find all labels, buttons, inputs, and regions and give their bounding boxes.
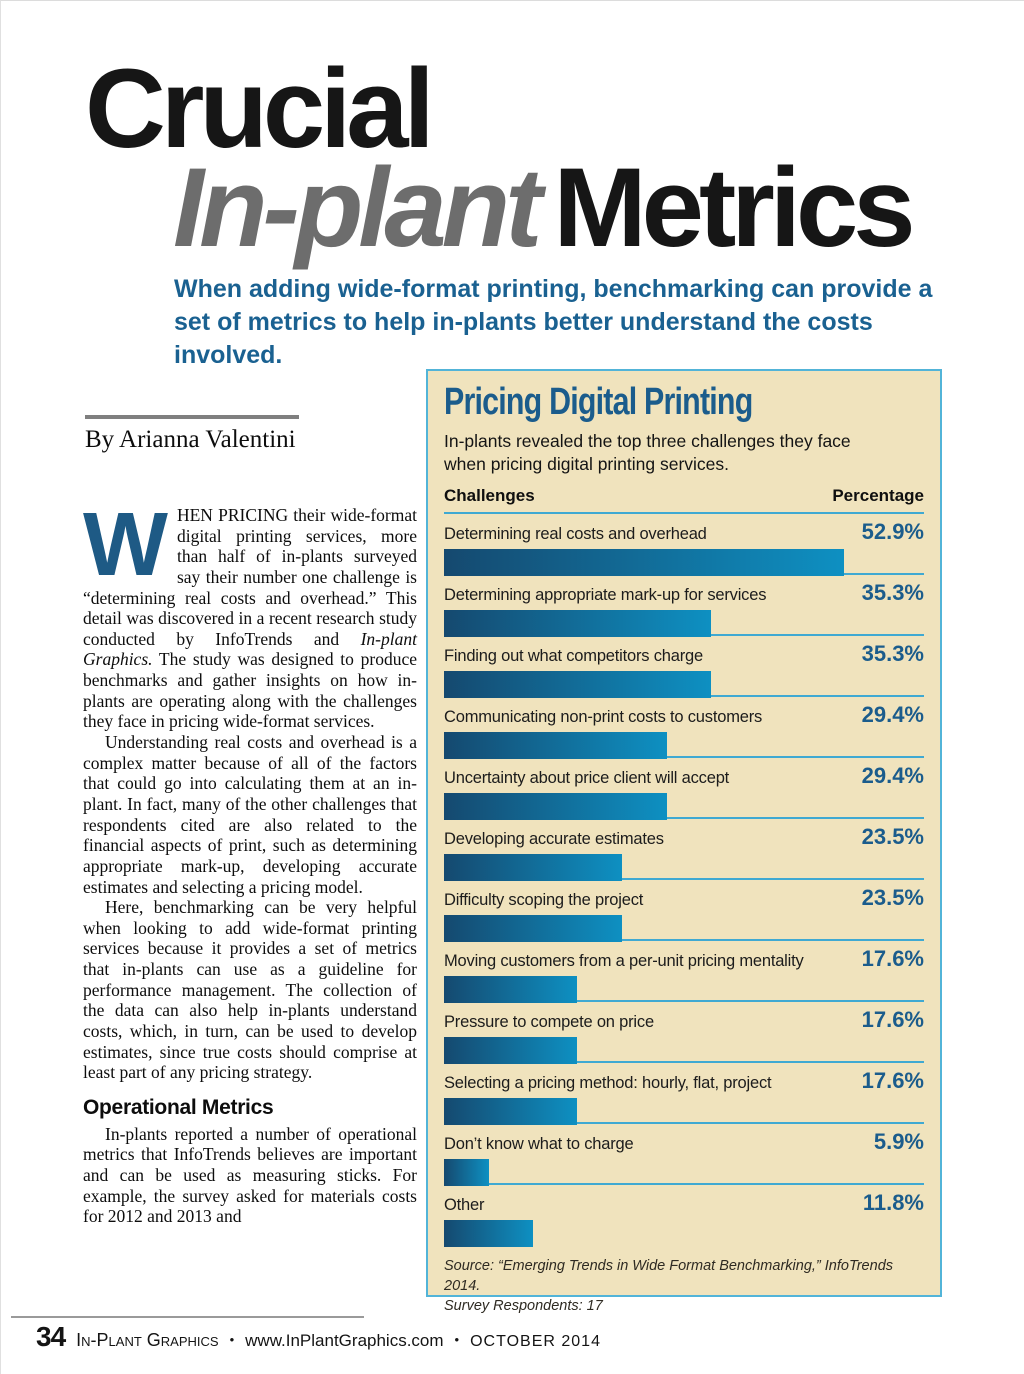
percentage-bar	[444, 1036, 578, 1064]
percentage-value: 17.6%	[861, 1006, 924, 1032]
chart-row: Finding out what competitors charge 35.3…	[444, 636, 924, 698]
challenge-label: Difficulty scoping the project	[444, 890, 644, 909]
challenge-label: Determining appropriate mark-up for serv…	[444, 585, 767, 604]
chart-row: Uncertainty about price client will acce…	[444, 758, 924, 820]
chart-source-line1: Source: “Emerging Trends in Wide Format …	[444, 1257, 894, 1294]
chart-row-line: Don’t know what to charge 5.9%	[444, 1129, 924, 1155]
paragraph-1-text-b: The study was designed to produce benchm…	[83, 649, 417, 732]
percentage-bar	[444, 1097, 578, 1125]
paragraph-1-italic: In-plant Graphics.	[83, 628, 417, 670]
percentage-value: 17.6%	[861, 945, 924, 971]
footer-rule	[11, 1316, 364, 1318]
issue-date: OCTOBER 2014	[470, 1333, 601, 1350]
chart-row: Communicating non-print costs to custome…	[444, 697, 924, 759]
percentage-value: 29.4%	[861, 701, 924, 727]
chart-row: Selecting a pricing method: hourly, flat…	[444, 1063, 924, 1125]
percentage-value: 17.6%	[861, 1067, 924, 1093]
percentage-value: 29.4%	[861, 762, 924, 788]
chart-row: Pressure to compete on price 17.6%	[444, 1002, 924, 1064]
bullet-separator: •	[454, 1332, 460, 1347]
challenges-header: Challenges	[444, 485, 535, 505]
chart-row-line: Uncertainty about price client will acce…	[444, 763, 924, 789]
percentage-bar	[444, 731, 667, 759]
chart-column-headers: Challenges Percentage	[444, 486, 924, 514]
paragraph-1-text-a: HEN PRICING their wide-format digital pr…	[83, 505, 417, 649]
percentage-bar	[444, 1219, 534, 1247]
page-footer: 34 In-Plant Graphics • www.InPlantGraphi…	[36, 1321, 601, 1353]
challenge-label: Communicating non-print costs to custome…	[444, 707, 763, 726]
chart-row-line: Difficulty scoping the project 23.5%	[444, 885, 924, 911]
chart-row: Moving customers from a per-unit pricing…	[444, 941, 924, 1003]
title-line1: Crucial	[85, 46, 435, 171]
chart-row: Determining appropriate mark-up for serv…	[444, 575, 924, 637]
article-body: W HEN PRICING their wide-format digital p…	[83, 495, 417, 1227]
challenge-label: Finding out what competitors charge	[444, 646, 703, 665]
magazine-name: In-Plant Graphics	[76, 1330, 219, 1350]
challenge-label: Determining real costs and overhead	[444, 524, 707, 543]
byline-block: By Arianna Valentini	[85, 415, 299, 454]
bullet-separator: •	[229, 1332, 235, 1347]
chart-row-line: Pressure to compete on price 17.6%	[444, 1007, 924, 1033]
challenge-label: Don’t know what to charge	[444, 1134, 634, 1153]
percentage-bar	[444, 975, 578, 1003]
chart-row-line: Developing accurate estimates 23.5%	[444, 824, 924, 850]
percentage-bar	[444, 853, 623, 881]
percentage-value: 35.3%	[861, 579, 924, 605]
magazine-url: www.InPlantGraphics.com	[245, 1331, 444, 1350]
challenge-label: Developing accurate estimates	[444, 829, 664, 848]
chart-row: Difficulty scoping the project 23.5%	[444, 880, 924, 942]
chart-source: Source: “Emerging Trends in Wide Format …	[444, 1256, 924, 1317]
chart-row-line: Communicating non-print costs to custome…	[444, 702, 924, 728]
challenge-label: Moving customers from a per-unit pricing…	[444, 951, 804, 970]
paragraph-1: W HEN PRICING their wide-format digital p…	[83, 495, 417, 732]
percentage-bar	[444, 1158, 489, 1186]
chart-row: Determining real costs and overhead 52.9…	[444, 514, 924, 576]
chart-row-line: Moving customers from a per-unit pricing…	[444, 946, 924, 972]
percentage-value: 5.9%	[873, 1128, 924, 1154]
percentage-value: 35.3%	[861, 640, 924, 666]
percentage-value: 23.5%	[861, 823, 924, 849]
percentage-value: 11.8%	[862, 1189, 924, 1215]
paragraph-4: In-plants reported a number of operation…	[83, 1123, 417, 1227]
chart-source-line2: Survey Respondents: 17	[444, 1298, 603, 1315]
chart-rows: Determining real costs and overhead 52.9…	[444, 514, 924, 1247]
chart-subtitle: In-plants revealed the top three challen…	[444, 431, 851, 474]
title-line2: In-plant Metrics	[173, 152, 916, 264]
percentage-bar	[444, 609, 712, 637]
title-word-inplant: In-plant	[173, 145, 542, 271]
challenge-label: Uncertainty about price client will acce…	[444, 768, 730, 787]
percentage-bar	[444, 548, 845, 576]
section-heading: Operational Metrics	[83, 1095, 274, 1119]
percentage-bar	[444, 792, 667, 820]
byline-rule	[85, 415, 299, 419]
byline: By Arianna Valentini	[85, 426, 296, 453]
percentage-bar	[444, 670, 712, 698]
chart-row: Developing accurate estimates 23.5%	[444, 819, 924, 881]
title-word-metrics: Metrics	[553, 145, 915, 271]
chart-row-line: Selecting a pricing method: hourly, flat…	[444, 1068, 924, 1094]
challenge-label: Pressure to compete on price	[444, 1012, 654, 1031]
percentage-header: Percentage	[832, 485, 924, 505]
chart-row: Other 11.8%	[444, 1185, 924, 1247]
chart-row-line: Determining appropriate mark-up for serv…	[444, 580, 924, 606]
article-title: Crucial In-plant Metrics	[85, 46, 916, 264]
pricing-chart-box: Pricing Digital Printing In-plants revea…	[426, 369, 942, 1314]
page-number: 34	[36, 1321, 66, 1352]
percentage-value: 52.9%	[861, 518, 924, 544]
paragraph-2: Understanding real costs and overhead is…	[83, 732, 417, 897]
percentage-value: 23.5%	[861, 884, 924, 910]
paragraph-3: Here, benchmarking can be very helpful w…	[83, 897, 417, 1083]
chart-row-line: Finding out what competitors charge 35.3…	[444, 641, 924, 667]
chart-row: Don’t know what to charge 5.9%	[444, 1124, 924, 1186]
chart-title: Pricing Digital Printing	[444, 383, 924, 421]
chart-row-line: Determining real costs and overhead 52.9…	[444, 519, 924, 545]
chart-title-text: Pricing Digital Printing	[444, 381, 753, 423]
drop-cap: W	[83, 495, 168, 595]
percentage-bar	[444, 914, 623, 942]
article-deck: When adding wide-format printing, benchm…	[174, 275, 933, 369]
challenge-label: Selecting a pricing method: hourly, flat…	[444, 1073, 772, 1092]
chart-row-line: Other 11.8%	[444, 1190, 924, 1216]
challenge-label: Other	[444, 1195, 485, 1214]
